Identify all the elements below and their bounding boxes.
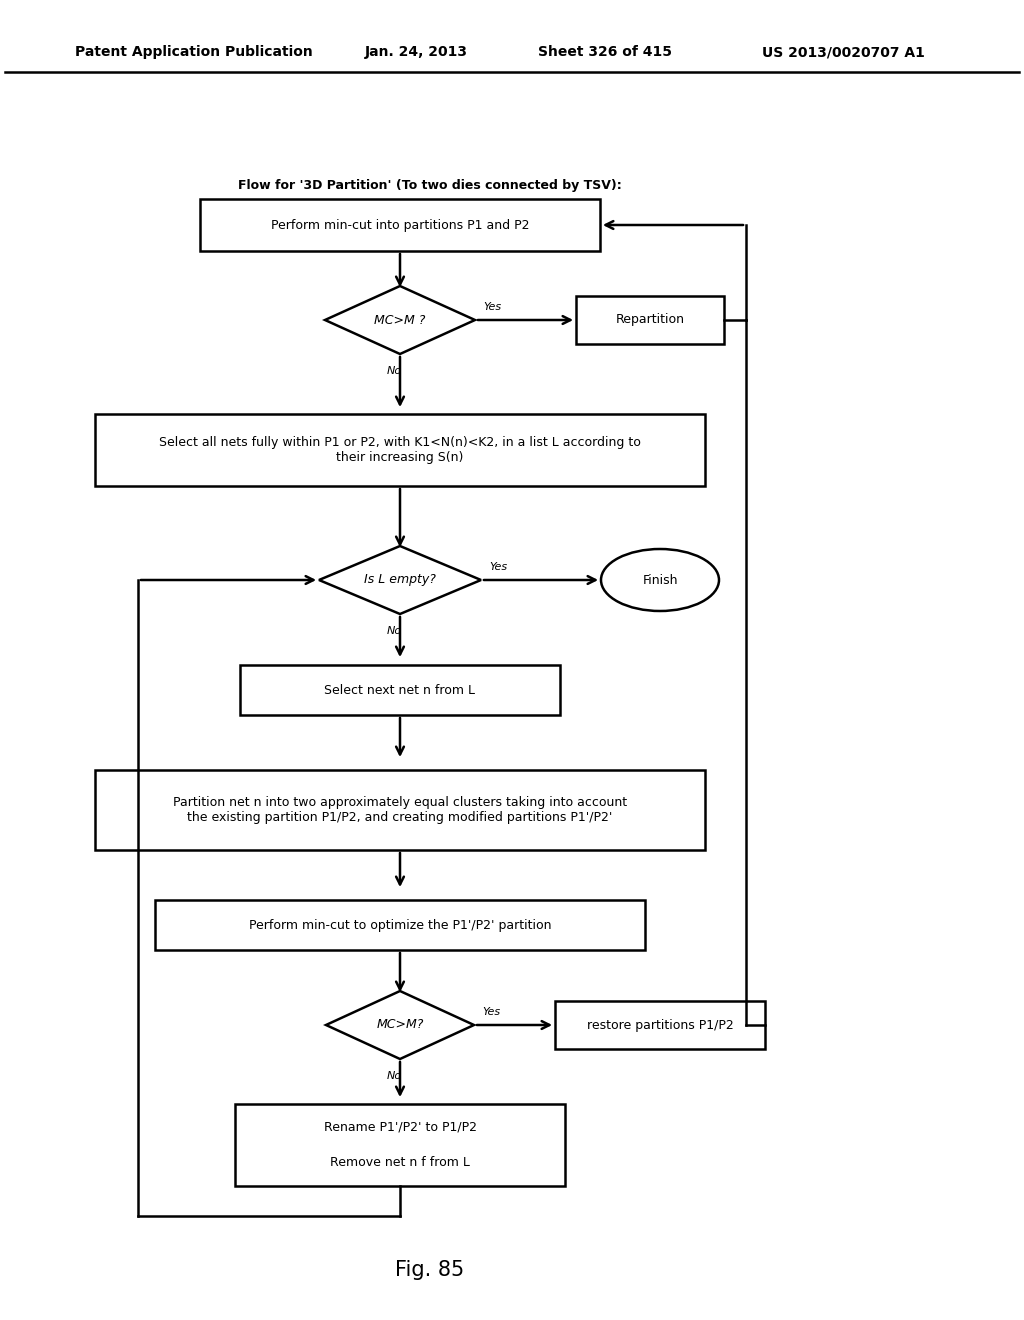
Text: Fig. 85: Fig. 85 [395, 1261, 465, 1280]
Text: Select all nets fully within P1 or P2, with K1<N(n)<K2, in a list L according to: Select all nets fully within P1 or P2, w… [159, 436, 641, 465]
Text: Yes: Yes [489, 562, 507, 572]
Text: MC>M ?: MC>M ? [375, 314, 426, 326]
FancyBboxPatch shape [200, 199, 600, 251]
Text: restore partitions P1/P2: restore partitions P1/P2 [587, 1019, 733, 1031]
Text: Perform min-cut to optimize the P1'/P2' partition: Perform min-cut to optimize the P1'/P2' … [249, 919, 551, 932]
FancyBboxPatch shape [555, 1001, 765, 1049]
Text: Select next net n from L: Select next net n from L [325, 684, 475, 697]
FancyBboxPatch shape [575, 296, 724, 345]
Text: Yes: Yes [483, 302, 501, 312]
FancyBboxPatch shape [240, 665, 560, 715]
Text: Remove net n f from L: Remove net n f from L [330, 1156, 470, 1170]
Text: US 2013/0020707 A1: US 2013/0020707 A1 [762, 45, 925, 59]
Text: Finish: Finish [642, 573, 678, 586]
Text: Sheet 326 of 415: Sheet 326 of 415 [538, 45, 672, 59]
Text: Patent Application Publication: Patent Application Publication [75, 45, 312, 59]
Text: Perform min-cut into partitions P1 and P2: Perform min-cut into partitions P1 and P… [270, 219, 529, 231]
Polygon shape [319, 546, 481, 614]
Text: No: No [386, 626, 401, 636]
FancyBboxPatch shape [155, 900, 645, 950]
Text: Rename P1'/P2' to P1/P2: Rename P1'/P2' to P1/P2 [324, 1121, 476, 1134]
Text: Partition net n into two approximately equal clusters taking into account
the ex: Partition net n into two approximately e… [173, 796, 627, 824]
FancyBboxPatch shape [234, 1104, 565, 1185]
Text: Is L empty?: Is L empty? [365, 573, 436, 586]
Polygon shape [325, 286, 475, 354]
FancyBboxPatch shape [95, 414, 705, 486]
Text: Flow for '3D Partition' (To two dies connected by TSV):: Flow for '3D Partition' (To two dies con… [239, 178, 622, 191]
Polygon shape [326, 991, 474, 1059]
Text: Repartition: Repartition [615, 314, 684, 326]
Text: Jan. 24, 2013: Jan. 24, 2013 [365, 45, 468, 59]
Text: No: No [386, 1071, 401, 1081]
Text: No: No [386, 366, 401, 376]
Text: Yes: Yes [482, 1007, 500, 1016]
FancyBboxPatch shape [95, 770, 705, 850]
Text: MC>M?: MC>M? [376, 1019, 424, 1031]
Ellipse shape [601, 549, 719, 611]
